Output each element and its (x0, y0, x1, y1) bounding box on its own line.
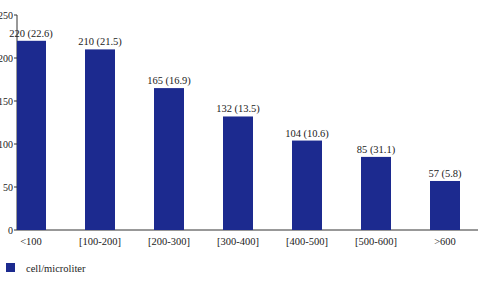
y-tick-label: 200 (0, 53, 13, 64)
bar (154, 88, 184, 230)
y-tick (14, 230, 17, 231)
bar (223, 116, 253, 230)
x-tick-label: [500-600] (355, 236, 397, 247)
y-tick-label: 0 (8, 225, 13, 236)
data-label: 104 (10.6) (285, 128, 329, 140)
x-tick-label: <100 (20, 236, 42, 247)
x-tick-label: [200-300] (148, 236, 190, 247)
x-tick-label: [300-400] (217, 236, 259, 247)
legend-label: cell/microliter (26, 263, 86, 274)
y-tick-label: 250 (0, 10, 13, 21)
data-label: 165 (16.9) (147, 75, 191, 87)
data-label: 57 (5.8) (428, 168, 462, 180)
bars (17, 41, 460, 230)
data-label: 220 (22.6) (9, 28, 53, 40)
y-tick (14, 101, 17, 102)
x-tick-label: [100-200] (79, 236, 121, 247)
bar (430, 181, 460, 230)
bar (85, 49, 115, 230)
y-tick-label: 100 (0, 139, 13, 150)
legend-swatch (6, 263, 15, 272)
y-tick (14, 58, 17, 59)
x-tick-label: [400-500] (286, 236, 328, 247)
x-tick-label: >600 (434, 236, 456, 247)
bar (361, 157, 391, 230)
data-label: 132 (13.5) (216, 103, 260, 115)
y-tick (14, 15, 17, 16)
y-tick (14, 187, 17, 188)
data-label: 85 (31.1) (357, 144, 396, 156)
bar (17, 41, 46, 230)
chart: 0 50 100 150 200 250 220 (22.6) 210 (21.5) 165 (… (0, 0, 480, 282)
y-tick-label: 50 (3, 182, 13, 193)
data-label: 210 (21.5) (78, 36, 122, 48)
bar (292, 141, 322, 230)
y-tick (14, 144, 17, 145)
y-tick-label: 150 (0, 96, 13, 107)
